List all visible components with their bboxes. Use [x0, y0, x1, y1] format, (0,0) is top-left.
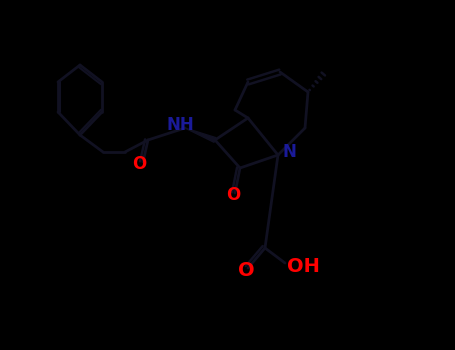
- Text: O: O: [226, 186, 240, 204]
- Polygon shape: [185, 128, 216, 142]
- Text: N: N: [282, 143, 296, 161]
- Text: NH: NH: [166, 116, 194, 134]
- Text: OH: OH: [287, 257, 320, 275]
- Text: O: O: [132, 155, 146, 173]
- Text: O: O: [238, 261, 254, 280]
